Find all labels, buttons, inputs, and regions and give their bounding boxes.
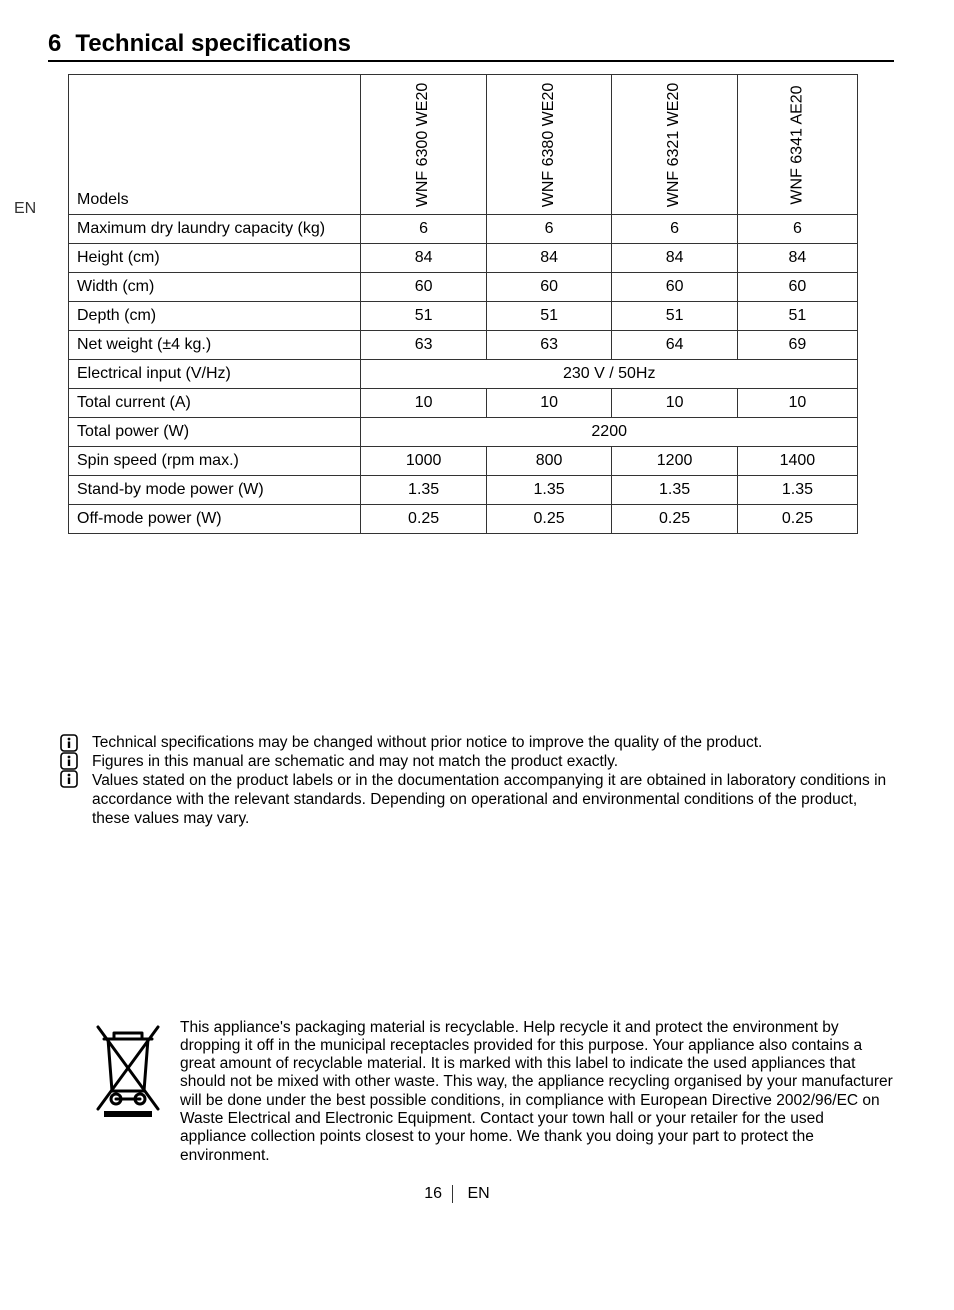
spec-value: 64 (612, 331, 737, 360)
spec-value: 6 (361, 215, 486, 244)
spec-value: 10 (612, 389, 737, 418)
table-row: Electrical input (V/Hz)230 V / 50Hz (69, 360, 858, 389)
spec-table-body: Maximum dry laundry capacity (kg)6666Hei… (69, 215, 858, 534)
page-footer: 16 EN (20, 1185, 894, 1203)
spec-label: Depth (cm) (69, 302, 361, 331)
table-row: Width (cm)60606060 (69, 273, 858, 302)
model-header: WNF 6321 WE20 (612, 75, 737, 215)
spec-label: Height (cm) (69, 244, 361, 273)
spec-value: 1.35 (486, 476, 611, 505)
margin-language-label: EN (14, 200, 36, 218)
footer-language: EN (468, 1185, 490, 1202)
section-title: Technical specifications (75, 30, 351, 58)
spec-value: 60 (737, 273, 857, 302)
spec-label: Width (cm) (69, 273, 361, 302)
table-row: Total current (A)10101010 (69, 389, 858, 418)
info-icon (60, 770, 78, 788)
note-line: Figures in this manual are schematic and… (92, 753, 894, 772)
spec-value: 1.35 (361, 476, 486, 505)
spec-value: 51 (486, 302, 611, 331)
spec-value: 60 (486, 273, 611, 302)
spec-value: 6 (612, 215, 737, 244)
spec-label: Spin speed (rpm max.) (69, 447, 361, 476)
notes-block: Technical specifications may be changed … (60, 734, 894, 829)
spec-label: Maximum dry laundry capacity (kg) (69, 215, 361, 244)
spec-value: 1.35 (737, 476, 857, 505)
section-heading: 6 Technical specifications (48, 30, 894, 62)
spec-value: 0.25 (486, 505, 611, 534)
spec-label: Net weight (±4 kg.) (69, 331, 361, 360)
spec-value-span: 230 V / 50Hz (361, 360, 858, 389)
spec-value: 1400 (737, 447, 857, 476)
spec-value: 69 (737, 331, 857, 360)
spec-label: Stand-by mode power (W) (69, 476, 361, 505)
spec-value: 1200 (612, 447, 737, 476)
table-row: Height (cm)84848484 (69, 244, 858, 273)
recycle-block: This appliance's packaging material is r… (90, 1019, 894, 1165)
spec-value: 63 (486, 331, 611, 360)
spec-value: 51 (612, 302, 737, 331)
table-row: Off-mode power (W)0.250.250.250.25 (69, 505, 858, 534)
model-header: WNF 6300 WE20 (361, 75, 486, 215)
info-icon (60, 734, 78, 752)
spec-label: Total current (A) (69, 389, 361, 418)
spec-value: 51 (361, 302, 486, 331)
spec-value: 1.35 (612, 476, 737, 505)
spec-value: 0.25 (737, 505, 857, 534)
spec-value: 84 (737, 244, 857, 273)
spec-value: 84 (486, 244, 611, 273)
spec-value: 84 (361, 244, 486, 273)
spec-value: 60 (612, 273, 737, 302)
spec-value: 6 (737, 215, 857, 244)
spec-value: 84 (612, 244, 737, 273)
table-row: Maximum dry laundry capacity (kg)6666 (69, 215, 858, 244)
spec-value: 1000 (361, 447, 486, 476)
spec-value: 60 (361, 273, 486, 302)
specifications-table: Models WNF 6300 WE20 WNF 6380 WE20 WNF 6… (68, 74, 858, 534)
notes-text: Technical specifications may be changed … (92, 734, 894, 829)
spec-value: 800 (486, 447, 611, 476)
spec-label: Total power (W) (69, 418, 361, 447)
recycle-text: This appliance's packaging material is r… (180, 1019, 894, 1165)
page-number: 16 (424, 1185, 453, 1203)
spec-value: 10 (361, 389, 486, 418)
table-row: Net weight (±4 kg.)63636469 (69, 331, 858, 360)
spec-value-span: 2200 (361, 418, 858, 447)
section-number: 6 (48, 30, 61, 58)
notes-icons (60, 734, 78, 788)
note-line: Values stated on the product labels or i… (92, 772, 894, 829)
model-header: WNF 6380 WE20 (486, 75, 611, 215)
spec-value: 63 (361, 331, 486, 360)
model-header: WNF 6341 AE20 (737, 75, 857, 215)
spec-value: 51 (737, 302, 857, 331)
spec-value: 10 (486, 389, 611, 418)
spec-value: 10 (737, 389, 857, 418)
note-line: Technical specifications may be changed … (92, 734, 894, 753)
spec-label: Electrical input (V/Hz) (69, 360, 361, 389)
table-row: Spin speed (rpm max.)100080012001400 (69, 447, 858, 476)
models-header-label: Models (69, 75, 361, 215)
table-row: Total power (W)2200 (69, 418, 858, 447)
spec-value: 0.25 (612, 505, 737, 534)
table-row: Stand-by mode power (W)1.351.351.351.35 (69, 476, 858, 505)
table-row: Depth (cm)51515151 (69, 302, 858, 331)
spec-value: 0.25 (361, 505, 486, 534)
info-icon (60, 752, 78, 770)
spec-label: Off-mode power (W) (69, 505, 361, 534)
weee-bin-icon (90, 1019, 166, 1124)
spec-value: 6 (486, 215, 611, 244)
